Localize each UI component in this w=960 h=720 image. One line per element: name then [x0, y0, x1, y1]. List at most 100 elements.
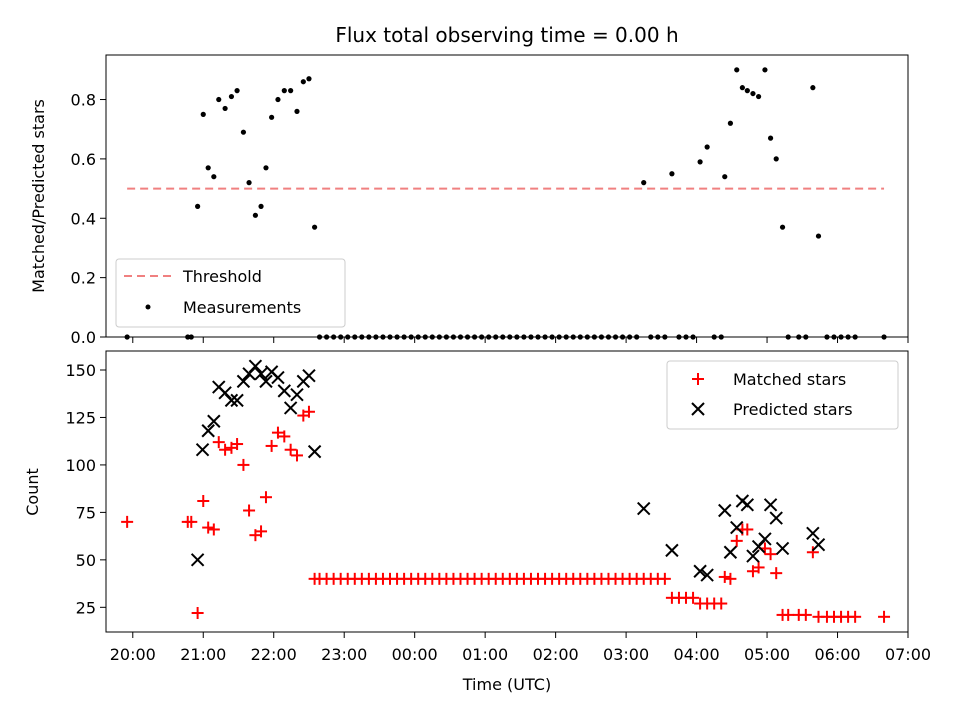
matched-star-marker [231, 438, 244, 451]
predicted-star-marker [283, 401, 298, 415]
predicted-star-marker [236, 374, 251, 389]
measurement-point [275, 96, 281, 103]
measurement-point [281, 88, 287, 94]
bottom-y-tick-label: 25 [76, 598, 96, 617]
predicted-star-marker [259, 374, 273, 389]
matched-star-marker [764, 548, 777, 561]
measurement-point [331, 334, 337, 340]
measurement-point [228, 93, 235, 100]
measurement-point [641, 180, 647, 186]
measurement-point [785, 334, 791, 340]
measurement-point [387, 334, 393, 340]
measurement-point [380, 334, 386, 340]
measurement-point [521, 334, 527, 340]
x-tick-label: 21:00 [180, 645, 226, 664]
measurement-point [422, 334, 428, 340]
measurement-point [563, 334, 569, 340]
measurement-point [634, 334, 640, 340]
measurement-point [415, 334, 421, 340]
measurement-point [408, 334, 414, 340]
predicted-star-marker [730, 520, 744, 535]
measurement-point [881, 334, 887, 340]
measurement-point [464, 334, 471, 340]
bottom-y-tick-label: 100 [65, 456, 96, 475]
matched-star-marker [219, 443, 232, 456]
measurement-point [824, 334, 830, 340]
matched-star-marker [271, 426, 284, 439]
predicted-star-marker [758, 532, 772, 546]
measurement-point [500, 334, 506, 340]
measurement-point [366, 334, 372, 340]
measurement-point [718, 334, 724, 340]
predicted-star-marker [806, 526, 820, 540]
measurement-point [704, 144, 710, 150]
measurement-point [312, 224, 318, 230]
legend-measurements-swatch [145, 304, 151, 310]
top-y-tick-label: 0.0 [71, 328, 96, 347]
measurement-point [323, 334, 330, 340]
measurement-point [669, 171, 675, 177]
predicted-star-marker [277, 384, 292, 398]
measurement-point [195, 203, 201, 209]
predicted-star-marker [290, 387, 304, 402]
measurement-point [803, 334, 809, 340]
measurement-point [591, 334, 597, 340]
measurement-point [683, 334, 689, 340]
measurement-point [345, 334, 351, 340]
predicted-star-marker [811, 537, 826, 552]
measurement-point [744, 88, 750, 94]
measurement-point [810, 85, 816, 91]
measurement-point [316, 334, 323, 340]
measurement-point [845, 334, 851, 340]
matched-star-marker [290, 449, 303, 462]
measurement-point [252, 212, 259, 218]
matched-star-marker [302, 405, 315, 418]
measurement-point [234, 88, 240, 94]
measurement-point [486, 334, 492, 340]
measurement-point [514, 334, 520, 340]
measurement-point [394, 334, 400, 340]
predicted-star-marker [775, 541, 790, 556]
measurement-point [767, 135, 774, 141]
measurement-point [216, 96, 222, 103]
matched-star-marker [730, 534, 743, 547]
predicted-star-marker [248, 359, 263, 373]
top-legend-box [115, 258, 346, 328]
measurement-point [838, 334, 844, 340]
x-tick-label: 03:00 [603, 645, 649, 664]
measurement-point [338, 334, 344, 340]
chart-title: Flux total observing time = 0.00 h [335, 23, 678, 47]
predicted-star-marker [254, 367, 268, 381]
predicted-star-marker [718, 503, 732, 518]
measurement-point [727, 120, 734, 126]
measurement-point [200, 111, 206, 117]
measurement-point [831, 334, 837, 340]
bottom-panel: 25 50 75 100 125 150 20:00 21:00 22:00 23:00 00:0… [23, 350, 931, 694]
legend-measurements-label: Measurements [183, 298, 301, 317]
measurement-point [549, 334, 555, 340]
matched-star-marker [752, 561, 765, 574]
measurement-point [711, 334, 717, 340]
matched-star-marker [878, 610, 891, 623]
matched-star-marker [658, 572, 671, 585]
x-tick-label: 01:00 [462, 645, 508, 664]
bottom-plot-frame [105, 350, 909, 633]
bottom-y-tick-label: 125 [65, 408, 96, 427]
x-tick-label: 23:00 [321, 645, 367, 664]
predicted-star-marker [224, 393, 239, 408]
predicted-star-marker [763, 498, 778, 512]
matched-star-marker [799, 608, 812, 621]
measurement-point [815, 233, 822, 239]
measurement-point [457, 334, 464, 340]
matched-star-marker [265, 439, 278, 452]
measurement-point [359, 334, 365, 340]
matched-star-marker [259, 491, 272, 504]
top-legend: Threshold Measurements [115, 258, 346, 328]
top-plot-frame [105, 54, 909, 338]
measurement-point [263, 165, 269, 171]
predicted-star-marker [195, 443, 210, 457]
bottom-y-tick-label: 50 [76, 551, 96, 570]
measurement-point [577, 334, 583, 340]
measurement-point [222, 105, 228, 112]
matched-star-marker [724, 572, 737, 585]
